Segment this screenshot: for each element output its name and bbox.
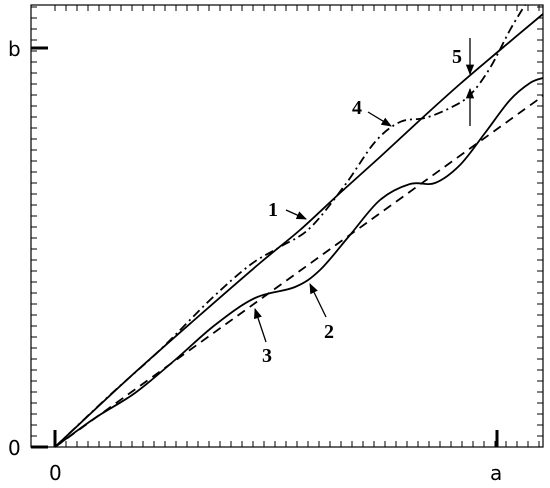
curve-label: 3 [262,345,272,367]
minor-ticks [31,5,543,448]
arrow-3 [254,308,267,343]
curve-2 [54,77,544,448]
curve-3 [54,95,544,448]
arrow-4 [367,111,392,127]
y-end-label: b [8,37,21,61]
x-end-label: a [490,461,502,485]
frame [30,4,544,448]
curve-4 [54,4,526,448]
curve-label: 4 [352,97,362,119]
curve-label: 2 [324,321,334,343]
arrow-2 [309,283,327,318]
curve-label: 1 [268,199,278,221]
curve-1 [54,13,544,448]
curve-label: 5 [452,46,462,68]
arrow-1 [285,209,307,220]
x-origin-label: 0 [49,461,62,485]
y-origin-label: 0 [8,436,21,460]
